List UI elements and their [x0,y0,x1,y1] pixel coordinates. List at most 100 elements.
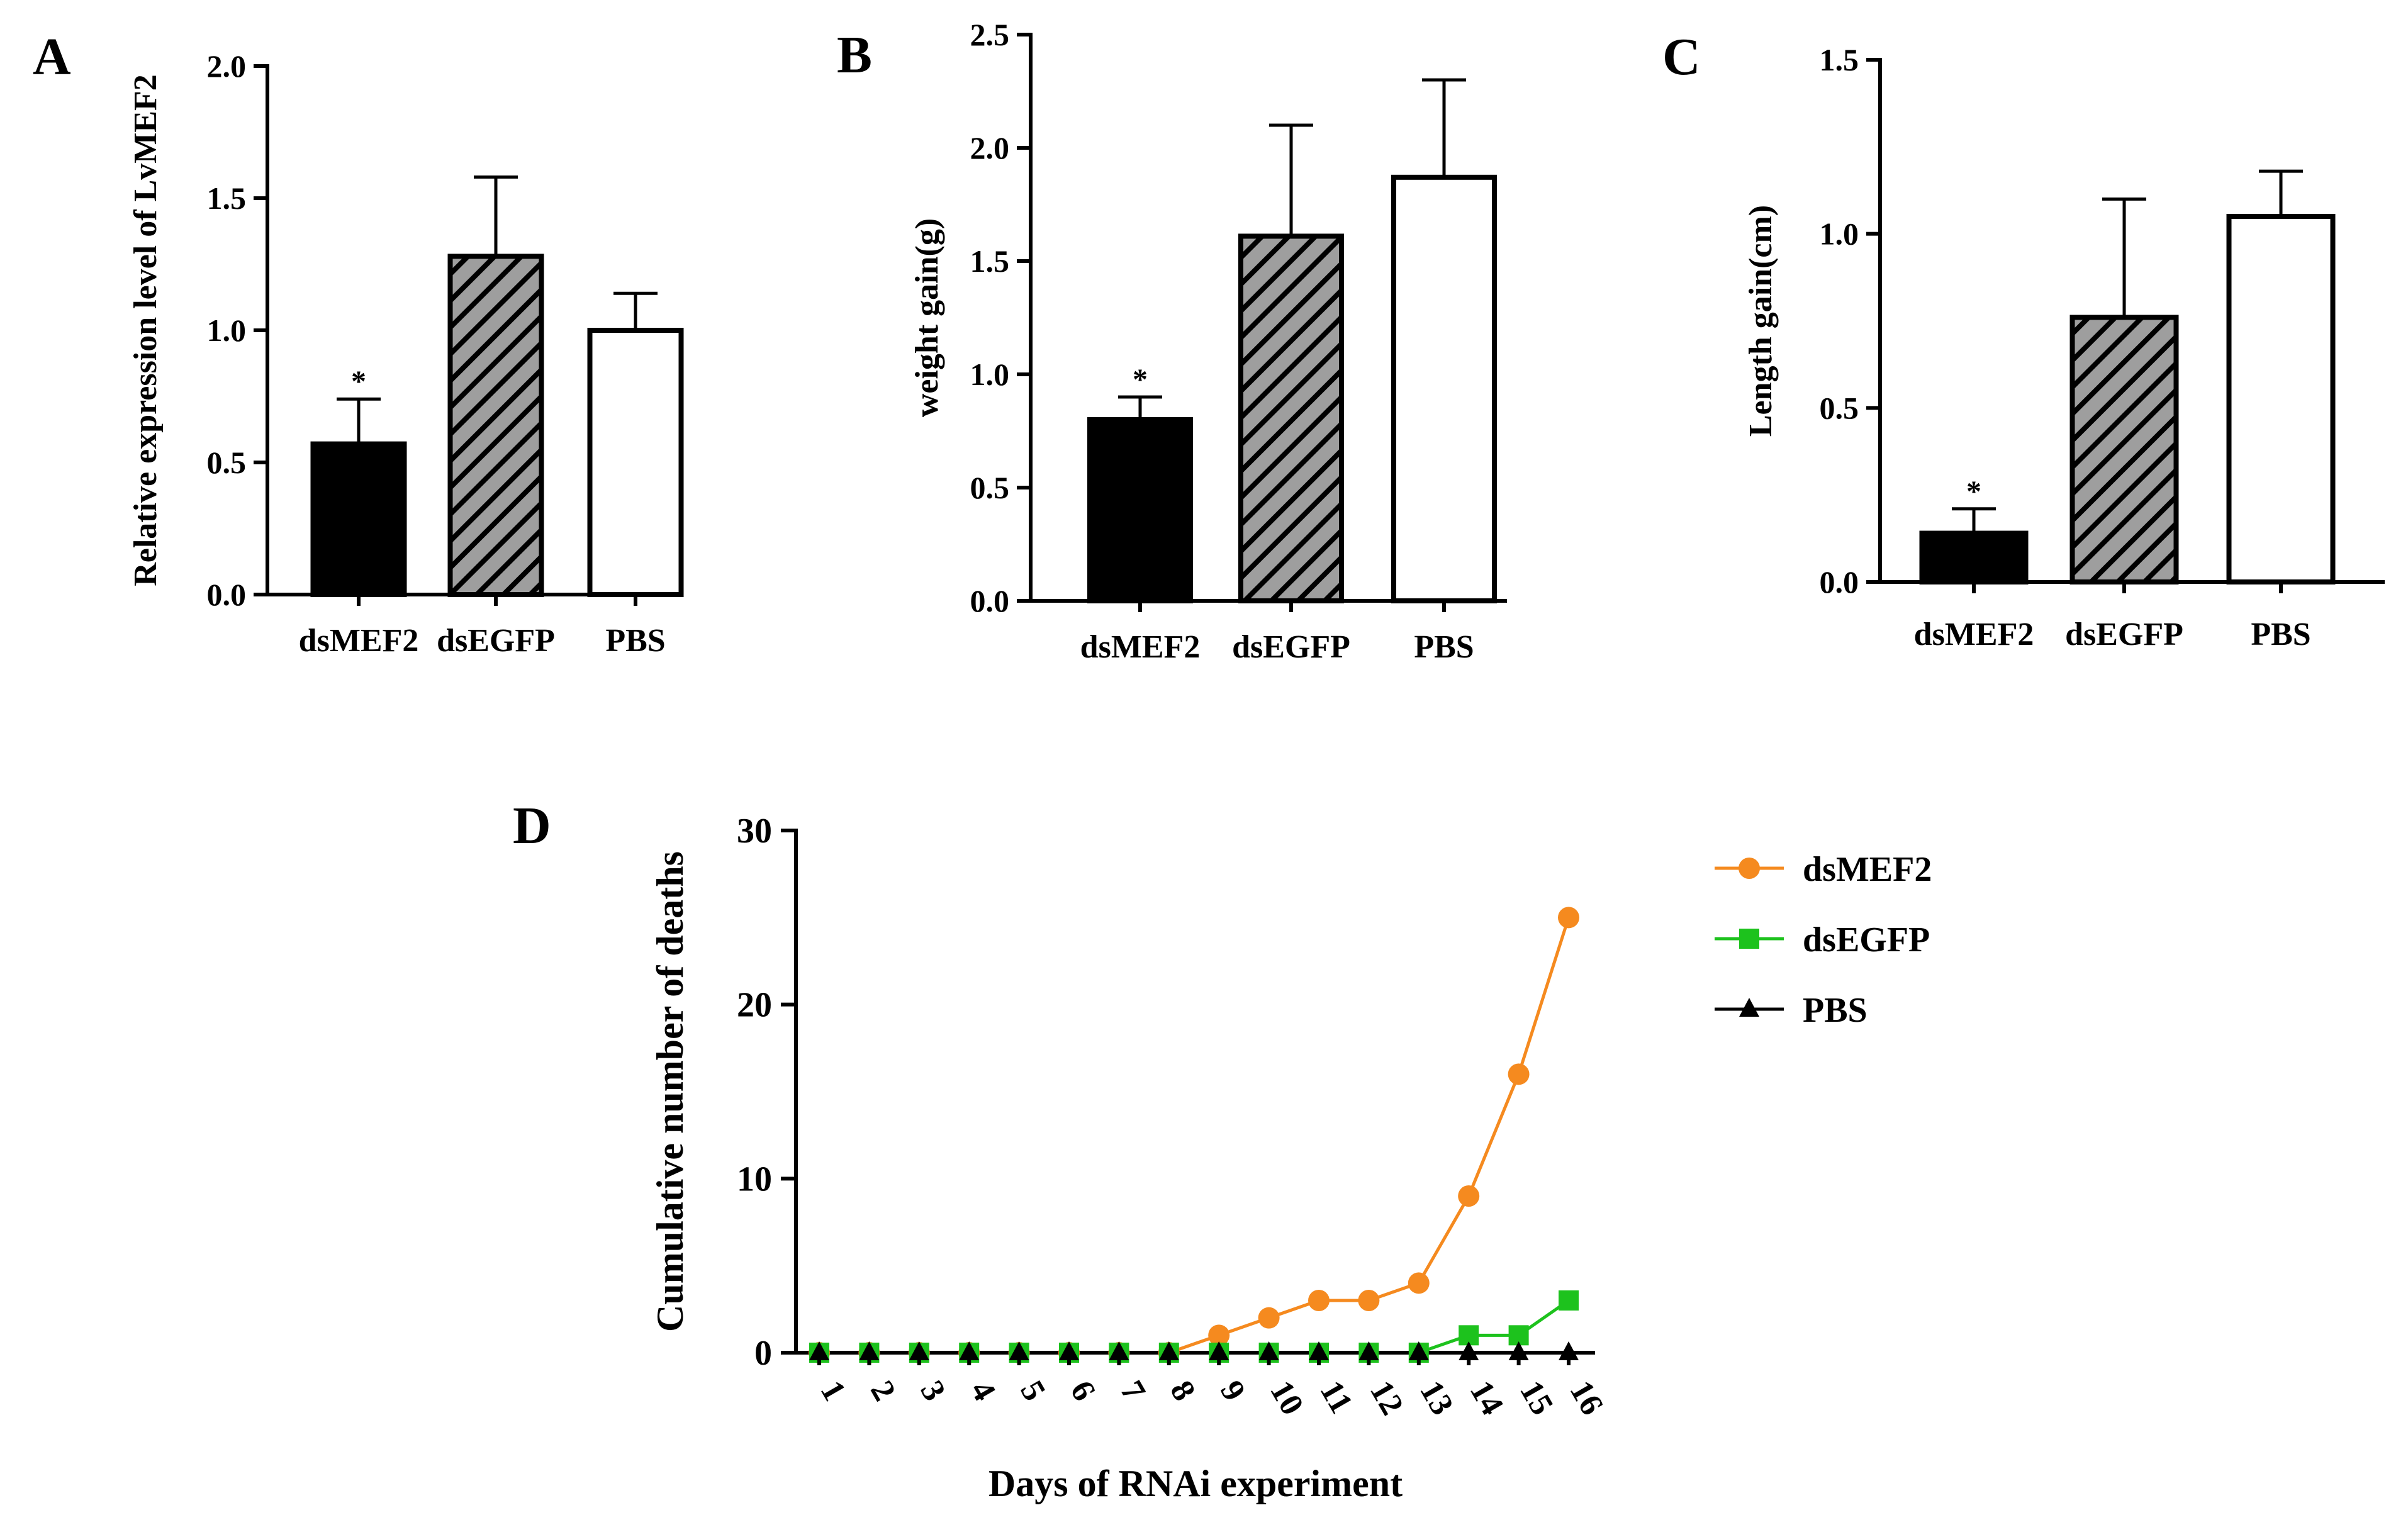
x-tick-label: 11 [1313,1375,1360,1419]
data-point-pbs [1109,1341,1129,1360]
y-tick-label: 0.5 [207,445,247,480]
data-point-pbs [1009,1341,1029,1360]
y-tick-label: 1.0 [207,313,247,348]
y-tick-label: 1.0 [970,357,1010,392]
x-tick-label: PBS [605,623,665,659]
panel-label: C [1662,28,1701,86]
panel-label: A [33,28,71,86]
y-tick-label: 2.0 [970,130,1010,165]
series-line-dsmef2 [819,917,1571,1355]
data-point-dsmef2 [1408,1272,1430,1294]
x-tick-label: 6 [1063,1375,1102,1407]
x-tick-label: 8 [1163,1375,1202,1407]
significance-marker: * [1133,363,1148,396]
bar-pbs [2226,214,2336,584]
x-tick-label: 7 [1113,1375,1152,1407]
panel-label: B [837,26,872,84]
data-point-dsmef2 [1558,907,1579,929]
y-tick-label: 1.5 [207,181,247,216]
y-tick-label: 10 [737,1160,772,1199]
data-point-dsegfp [1559,1290,1579,1311]
y-tick-label: 0.5 [1820,390,1859,425]
x-tick-label: 10 [1263,1375,1310,1421]
x-tick-label: 15 [1513,1375,1560,1421]
bar-dsmef2 [1087,417,1193,603]
bar-pbs [587,328,684,597]
data-point-pbs [1508,1341,1529,1360]
x-tick-label: 1 [814,1375,853,1407]
legend-marker [1739,858,1760,879]
y-tick-label: 0.0 [1820,564,1859,600]
y-tick-label: 1.5 [970,243,1010,279]
x-tick-label: 14 [1463,1375,1510,1421]
legend-marker [1739,998,1759,1017]
significance-marker: * [1966,475,1981,508]
significance-marker: * [351,365,366,398]
legend-label-pbs: PBS [1803,991,1868,1030]
data-point-dsmef2 [1458,1185,1480,1207]
data-point-pbs [1158,1341,1179,1360]
bar-dsegfp [1238,233,1344,603]
y-axis-label: Length gain(cm) [1743,205,1779,437]
y-tick-label: 2.0 [207,48,247,84]
x-tick-label: 9 [1213,1375,1252,1407]
y-axis-label: weight gain(g) [909,218,945,417]
y-axis-label: Relative expression level of LvMEF2 [128,74,164,586]
y-tick-label: 0 [754,1334,772,1373]
y-tick-label: 30 [737,812,772,851]
bar-dsegfp [447,254,544,597]
y-tick-label: 2.5 [970,17,1010,52]
y-tick-label: 0.0 [207,577,247,612]
data-point-pbs [1209,1341,1229,1360]
x-tick-label: dsEGFP [2065,617,2183,652]
x-tick-label: dsMEF2 [1914,617,2034,652]
data-point-dsmef2 [1258,1307,1280,1329]
x-tick-label: PBS [2251,617,2310,652]
data-point-pbs [1408,1341,1429,1360]
x-axis-label: Days of RNAi experiment [988,1463,1403,1504]
data-point-dsmef2 [1508,1063,1530,1085]
bar-dsmef2 [310,441,407,597]
panel-b: B * 0.0 0.5 1.0 1.5 2.0 2.5 dsMEF2 dsEGFP PBS weigh… [837,17,1507,665]
legend-marker [1739,929,1759,949]
x-tick-label: dsMEF2 [299,623,419,659]
data-point-pbs [959,1341,980,1360]
panel-a: A * 0.0 0.5 1.0 1.5 2.0 dsMEF2 dsEGFP PBS Relative… [33,28,684,659]
bar-dsmef2 [1919,530,2029,584]
y-tick-label: 1.0 [1820,216,1859,252]
data-point-pbs [909,1341,929,1360]
x-tick-label: dsEGFP [1232,629,1350,665]
panel-label: D [513,797,551,855]
y-tick-label: 0.0 [970,583,1010,618]
x-tick-label: 4 [963,1375,1002,1407]
data-point-pbs [809,1341,829,1360]
data-point-pbs [859,1341,880,1360]
x-tick-label: dsMEF2 [1080,629,1201,665]
data-point-pbs [1358,1341,1379,1360]
x-tick-label: 16 [1563,1375,1610,1421]
y-tick-label: 1.5 [1820,42,1859,77]
panel-c: C * 0.0 0.5 1.0 1.5 dsMEF2 dsEGFP PBS Length gain… [1662,28,2385,652]
data-point-pbs [1059,1341,1079,1360]
x-tick-label: 2 [863,1375,902,1407]
data-point-pbs [1258,1341,1279,1360]
x-tick-label: PBS [1414,629,1474,665]
data-point-pbs [1559,1341,1579,1360]
x-tick-label: 13 [1413,1375,1460,1421]
legend-label-dsmef2: dsMEF2 [1803,850,1932,889]
data-point-dsmef2 [1308,1290,1330,1311]
legend-label-dsegfp: dsEGFP [1803,920,1930,959]
data-point-pbs [1309,1341,1329,1360]
bar-dsegfp [2069,315,2179,584]
x-tick-label: 3 [913,1375,952,1407]
x-tick-label: dsEGFP [437,623,555,659]
y-axis-label: Cumulative number of deaths [649,851,691,1332]
bar-pbs [1391,174,1497,603]
x-tick-label: 12 [1363,1375,1410,1421]
data-point-dsmef2 [1208,1324,1230,1346]
y-tick-label: 20 [737,986,772,1025]
data-point-dsmef2 [1358,1290,1380,1311]
data-point-pbs [1459,1341,1479,1360]
